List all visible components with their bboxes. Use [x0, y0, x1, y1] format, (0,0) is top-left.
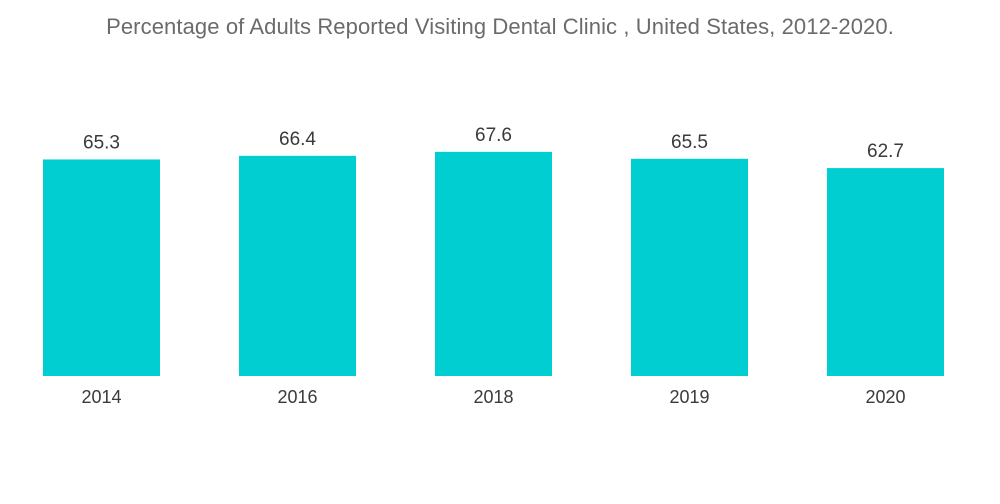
tick-labels-layer: 2014 2016 2018 2019 2020	[81, 387, 905, 407]
bar-2019	[631, 158, 748, 376]
bar-2014	[43, 159, 160, 376]
data-label-2014: 65.3	[83, 132, 120, 153]
bar-2016	[239, 155, 356, 376]
bar-2020	[827, 168, 944, 376]
chart-title: Percentage of Adults Reported Visiting D…	[106, 14, 894, 39]
value-labels-layer: 65.3 66.4 67.6 65.5 62.7	[83, 125, 904, 162]
x-tick-label-2020: 2020	[865, 387, 905, 407]
data-label-2019: 65.5	[671, 132, 708, 153]
bars-layer	[43, 151, 944, 376]
data-label-2016: 66.4	[279, 129, 316, 150]
data-label-2018: 67.6	[475, 125, 512, 146]
bar-2018	[435, 151, 552, 376]
x-tick-label-2019: 2019	[669, 387, 709, 407]
x-tick-label-2018: 2018	[473, 387, 513, 407]
data-label-2020: 62.7	[867, 141, 904, 162]
x-tick-label-2016: 2016	[277, 387, 317, 407]
x-tick-label-2014: 2014	[81, 387, 121, 407]
